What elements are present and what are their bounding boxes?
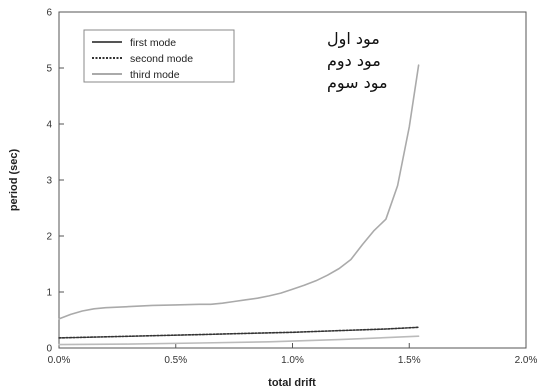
y-tick-label: 2 xyxy=(46,232,52,243)
y-tick-label: 3 xyxy=(46,176,52,187)
annotation-third-mode: مود سوم xyxy=(327,73,388,93)
series-line-second-mode xyxy=(58,326,420,339)
y-tick-label: 0 xyxy=(46,344,52,355)
y-tick-label: 5 xyxy=(46,64,52,75)
y-tick-label: 1 xyxy=(46,288,52,299)
y-tick-label: 6 xyxy=(46,8,52,19)
x-tick-label: 1.0% xyxy=(281,355,304,366)
annotation-first-mode: مود اول xyxy=(327,29,380,49)
persian-annotations: مود اول مود دوم مود سوم xyxy=(327,29,388,93)
y-axis: 0 1 2 3 4 5 6 xyxy=(46,8,64,355)
x-tick-label: 0.5% xyxy=(164,355,187,366)
x-axis-label: total drift xyxy=(268,377,316,389)
y-tick-label: 4 xyxy=(46,120,52,131)
series-line-first-mode xyxy=(58,64,420,320)
legend-label-third-mode: third mode xyxy=(130,69,180,81)
series-line-third-mode xyxy=(58,335,420,346)
y-axis-label: period (sec) xyxy=(8,148,20,211)
legend-label-second-mode: second mode xyxy=(130,53,193,65)
x-tick-label: 0.0% xyxy=(48,355,71,366)
legend: first mode second mode third mode xyxy=(83,29,235,83)
x-tick-label: 2.0% xyxy=(515,355,537,366)
annotation-second-mode: مود دوم xyxy=(327,51,381,71)
legend-label-first-mode: first mode xyxy=(130,37,176,49)
series-layer xyxy=(58,64,420,346)
x-tick-label: 1.5% xyxy=(398,355,421,366)
